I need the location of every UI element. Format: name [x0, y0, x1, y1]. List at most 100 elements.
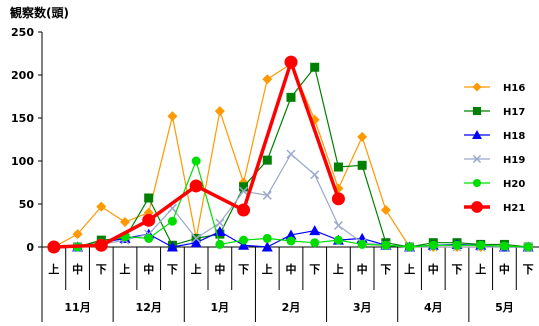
- data-point: [191, 156, 201, 166]
- plot-area: 050100150200250上中下上中下上中下上中下上中下上中下上中下11月 1…: [11, 26, 539, 322]
- x-tick-label: 中: [286, 262, 297, 276]
- data-point: [167, 111, 178, 122]
- legend-item-h16: H16: [464, 82, 525, 94]
- data-point: [189, 179, 203, 193]
- data-point: [310, 62, 320, 72]
- data-point: [333, 235, 343, 245]
- month-label: 11月: [64, 301, 90, 314]
- legend: H16 H17 H18 H19 H20 H21: [464, 82, 525, 214]
- data-point: [262, 74, 273, 85]
- month-label: 5月: [495, 301, 514, 314]
- data-point: [523, 242, 533, 252]
- x-tick-label: 中: [214, 262, 225, 276]
- data-point: [357, 131, 368, 142]
- y-tick-label: 0: [26, 241, 34, 254]
- data-point: [262, 155, 272, 165]
- data-point: [452, 240, 462, 250]
- data-point: [144, 193, 154, 203]
- series-line: [53, 60, 341, 249]
- x-tick-label: 下: [452, 263, 463, 276]
- data-point: [499, 241, 509, 251]
- y-axis-label: 観察数(頭): [10, 5, 69, 20]
- legend-item-h21: H21: [464, 201, 525, 214]
- data-point: [357, 160, 367, 170]
- data-point: [142, 213, 156, 227]
- data-point: [286, 236, 296, 246]
- legend-label: H19: [503, 155, 525, 166]
- data-point: [191, 233, 201, 243]
- data-point: [380, 205, 391, 216]
- x-tick-label: 中: [72, 262, 83, 276]
- legend-label: H18: [503, 131, 525, 142]
- data-point: [239, 235, 249, 245]
- x-tick-label: 上: [404, 262, 415, 276]
- data-point: [286, 149, 296, 159]
- data-point: [472, 106, 482, 116]
- x-tick-label: 中: [357, 262, 368, 276]
- legend-item-h20: H20: [464, 178, 525, 190]
- x-tick-label: 上: [120, 262, 131, 276]
- y-tick-label: 50: [19, 198, 35, 211]
- x-tick-label: 中: [143, 262, 154, 276]
- legend-item-h17: H17: [464, 106, 525, 118]
- data-point: [285, 229, 297, 240]
- legend-label: H21: [503, 203, 525, 214]
- data-point: [333, 220, 343, 231]
- data-point: [214, 106, 225, 117]
- data-point: [331, 192, 345, 206]
- data-point: [472, 154, 482, 164]
- month-label: 12月: [136, 301, 162, 314]
- legend-label: H17: [503, 107, 525, 118]
- legend-item-h19: H19: [464, 154, 525, 166]
- month-label: 3月: [353, 301, 372, 314]
- data-point: [262, 233, 272, 243]
- data-point: [215, 239, 225, 249]
- data-point: [284, 55, 298, 69]
- data-point: [167, 216, 177, 226]
- data-point: [405, 242, 415, 252]
- series-h16: [48, 58, 534, 252]
- data-point: [471, 201, 483, 213]
- x-tick-label: 中: [499, 262, 510, 276]
- data-point: [190, 237, 202, 248]
- x-tick-label: 上: [475, 262, 486, 276]
- x-tick-label: 中: [428, 262, 439, 276]
- y-tick-label: 250: [11, 26, 34, 39]
- x-tick-label: 上: [262, 262, 273, 276]
- data-point: [237, 203, 251, 217]
- data-point: [94, 238, 108, 252]
- data-point: [238, 239, 250, 250]
- data-point: [144, 233, 154, 243]
- data-point: [381, 240, 391, 250]
- data-point: [261, 241, 273, 252]
- data-point: [472, 82, 482, 92]
- legend-label: H20: [503, 179, 525, 190]
- data-point: [286, 92, 296, 102]
- data-point: [428, 240, 438, 250]
- data-point: [309, 225, 321, 236]
- data-point: [310, 170, 320, 180]
- data-point: [472, 178, 482, 188]
- series-h21: [47, 55, 345, 254]
- data-point: [215, 218, 225, 228]
- y-tick-label: 150: [11, 112, 34, 125]
- data-point: [333, 162, 343, 172]
- data-point: [72, 229, 83, 240]
- data-point: [472, 130, 482, 140]
- x-tick-label: 上: [191, 262, 202, 276]
- legend-item-h18: H18: [464, 130, 525, 142]
- x-tick-label: 下: [167, 263, 178, 276]
- x-tick-label: 上: [48, 262, 59, 276]
- x-tick-label: 上: [333, 262, 344, 276]
- data-point: [96, 201, 107, 212]
- data-point: [47, 240, 61, 254]
- series-h20: [49, 156, 533, 252]
- data-point: [239, 182, 249, 192]
- legend-label: H16: [503, 83, 525, 94]
- data-point: [239, 186, 249, 196]
- x-tick-label: 下: [523, 263, 534, 276]
- data-point: [357, 239, 367, 249]
- data-point: [120, 217, 130, 228]
- data-point: [166, 241, 178, 252]
